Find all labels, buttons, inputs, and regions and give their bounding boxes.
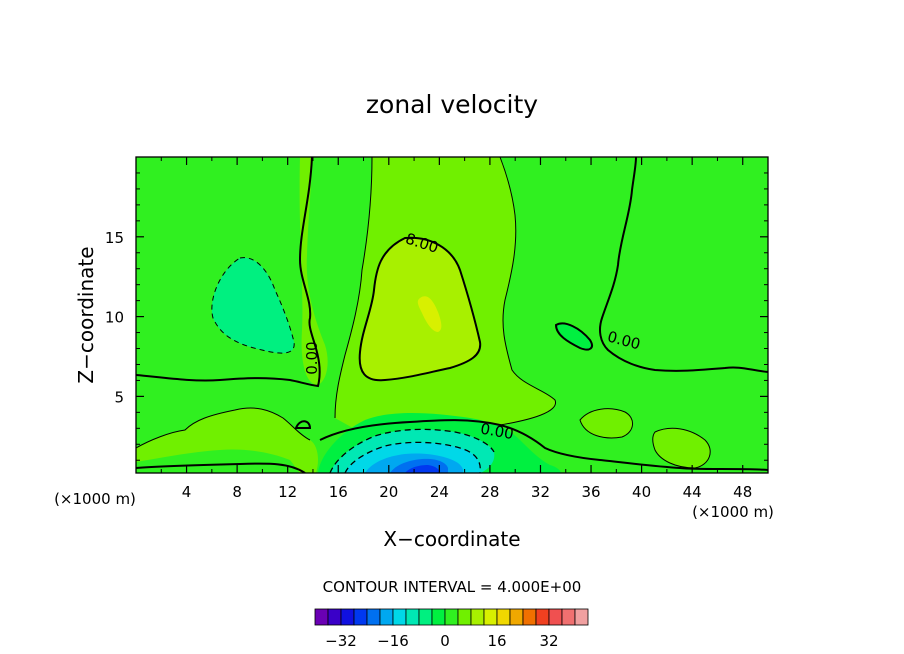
colorbar-swatch (457, 608, 472, 626)
colorbar-swatch (431, 608, 446, 626)
y-tick-label: 10 (105, 309, 124, 327)
colorbar-swatch (444, 608, 459, 626)
colorbar-swatch (392, 608, 407, 626)
colorbar-swatch (405, 608, 420, 626)
band-left-neg (211, 257, 295, 354)
y-tick-label: 15 (105, 229, 124, 247)
x-tick-label: 8 (232, 483, 242, 501)
x-tick-label: 48 (733, 483, 752, 501)
colorbar-swatch (548, 608, 563, 626)
colorbar-swatch (379, 608, 394, 626)
colorbar-swatch (470, 608, 485, 626)
x-unit-right: (×1000 m) (692, 503, 774, 521)
y-axis: 5 10 15 (105, 172, 768, 461)
x-tick-label: 32 (531, 483, 550, 501)
x-axis-label: X−coordinate (383, 527, 520, 551)
contour-interval-text: CONTOUR INTERVAL = 4.000E+00 (323, 578, 582, 596)
colorbar-tick-label: 0 (440, 632, 450, 650)
x-tick-label: 28 (480, 483, 499, 501)
colorbar-swatch (327, 608, 342, 626)
colorbar: −32 −16 0 16 32 (314, 608, 589, 650)
x-tick-label: 24 (430, 483, 449, 501)
band-lower-right (580, 408, 633, 438)
thin-contour-center (334, 157, 556, 426)
colorbar-swatch (561, 608, 576, 626)
colorbar-swatch (353, 608, 368, 626)
colorbar-swatch (418, 608, 433, 626)
tiny-loop-left (294, 420, 312, 429)
x-tick-label: 44 (683, 483, 702, 501)
x-tick-label: 16 (329, 483, 348, 501)
thin-contour-lowright (579, 408, 711, 469)
dashed-contour-left (211, 257, 295, 354)
zero-line-lower (319, 419, 768, 471)
colorbar-swatch (496, 608, 511, 626)
thin-contour-left (136, 407, 311, 449)
contour-value-label: 0.00 (479, 420, 515, 444)
plot-frame (135, 156, 769, 474)
chart-title: zonal velocity (366, 90, 538, 119)
x-tick-label: 20 (379, 483, 398, 501)
colorbar-swatch (314, 608, 329, 626)
zero-line-left (136, 157, 321, 388)
colorbar-swatch (340, 608, 355, 626)
right-small-loop (554, 322, 593, 351)
band-upper-left (299, 157, 328, 385)
band-lower-right-2 (652, 428, 711, 468)
y-tick-label: 5 (114, 388, 124, 406)
x-tick-label: 36 (581, 483, 600, 501)
band-8 (359, 237, 481, 381)
band-lower-left-low-fill (136, 449, 300, 473)
colorbar-tick-label: −32 (325, 632, 357, 650)
colorbar-tick-label: 32 (539, 632, 558, 650)
colorbar-swatch (535, 608, 550, 626)
x-tick-label: 4 (182, 483, 192, 501)
band-12 (417, 296, 442, 332)
colorbar-swatch (366, 608, 381, 626)
colorbar-swatch (522, 608, 537, 626)
zero-line-right (599, 157, 768, 373)
contour-value-label: 0.00 (303, 341, 321, 374)
colorbar-swatch (574, 608, 589, 626)
y-axis-label: Z−coordinate (74, 246, 98, 383)
x-tick-label: 12 (278, 483, 297, 501)
colorbar-tick-label: 16 (487, 632, 506, 650)
x-axis: 4 8 12 16 20 24 28 32 36 40 44 48 (160, 157, 752, 501)
band-right-neg (556, 323, 592, 350)
contour-field (136, 157, 768, 473)
colorbar-tick-label: −16 (377, 632, 409, 650)
colorbar-swatch (483, 608, 498, 626)
x-tick-label: 40 (632, 483, 651, 501)
colorbar-swatch (509, 608, 524, 626)
dashed-contour-lower (329, 428, 495, 473)
x-unit-left: (×1000 m) (54, 490, 136, 508)
eight-line (358, 236, 482, 382)
